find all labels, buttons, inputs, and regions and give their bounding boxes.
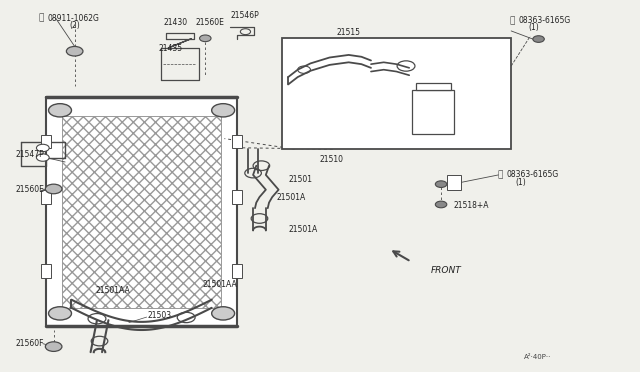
- Circle shape: [45, 342, 62, 352]
- Text: (1): (1): [528, 23, 539, 32]
- Bar: [41, 135, 51, 148]
- Text: 08911-1062G: 08911-1062G: [47, 13, 99, 22]
- Text: 21501A: 21501A: [276, 193, 306, 202]
- Text: 21503: 21503: [148, 311, 172, 320]
- Text: 21560E: 21560E: [196, 18, 225, 27]
- Circle shape: [435, 201, 447, 208]
- Text: 21518+B: 21518+B: [457, 105, 490, 111]
- Bar: [41, 264, 51, 278]
- Circle shape: [45, 184, 62, 194]
- Text: Ⓢ: Ⓢ: [509, 16, 515, 25]
- Text: 21510: 21510: [320, 155, 344, 164]
- Text: 08363-6165G: 08363-6165G: [507, 170, 559, 179]
- Text: 21515: 21515: [337, 28, 361, 37]
- Text: ⓝ: ⓝ: [38, 13, 44, 22]
- Bar: [232, 135, 243, 148]
- Bar: [62, 116, 221, 308]
- Text: FRONT: FRONT: [431, 266, 461, 275]
- Circle shape: [49, 307, 72, 320]
- Text: 21501AA: 21501AA: [96, 286, 131, 295]
- Text: 21516: 21516: [415, 61, 440, 71]
- Text: 21518+A: 21518+A: [454, 201, 490, 210]
- Bar: [232, 190, 243, 204]
- Text: 08363-6165G: 08363-6165G: [519, 16, 571, 25]
- Bar: [412, 90, 454, 134]
- Text: (2): (2): [69, 21, 80, 30]
- Text: 21546P: 21546P: [230, 11, 259, 20]
- Text: 21547P: 21547P: [15, 150, 44, 159]
- Circle shape: [49, 104, 72, 117]
- Bar: [232, 264, 243, 278]
- Text: A²·40P··: A²·40P··: [524, 353, 551, 360]
- Text: 21435: 21435: [158, 44, 182, 53]
- Bar: [447, 175, 461, 190]
- Bar: [46, 97, 237, 326]
- Circle shape: [533, 36, 544, 42]
- Text: 21560E: 21560E: [15, 185, 44, 194]
- Text: 21560F: 21560F: [15, 339, 44, 348]
- Text: 21501AA: 21501AA: [202, 280, 237, 289]
- Text: 21501A: 21501A: [288, 225, 317, 234]
- Text: 21430: 21430: [164, 18, 188, 27]
- Circle shape: [212, 307, 235, 320]
- Bar: [282, 38, 511, 149]
- Bar: [415, 83, 451, 90]
- Circle shape: [435, 181, 447, 187]
- Circle shape: [67, 46, 83, 56]
- Text: Ⓢ: Ⓢ: [498, 170, 503, 179]
- Text: (1): (1): [515, 178, 526, 187]
- Circle shape: [200, 35, 211, 42]
- Circle shape: [36, 144, 49, 152]
- Bar: [41, 190, 51, 204]
- Text: 21501: 21501: [288, 175, 312, 184]
- Text: 21501E: 21501E: [345, 89, 372, 95]
- Circle shape: [36, 154, 49, 161]
- Text: 21501E: 21501E: [294, 89, 321, 95]
- Circle shape: [212, 104, 235, 117]
